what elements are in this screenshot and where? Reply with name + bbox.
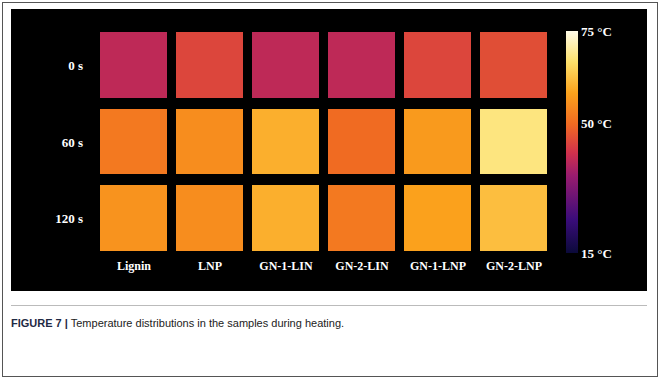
svg-text:120 s: 120 s [55,211,83,226]
svg-text:15 °C: 15 °C [581,246,612,261]
svg-text:Lignin: Lignin [117,259,151,273]
svg-text:60 s: 60 s [62,135,83,150]
svg-text:0 s: 0 s [68,58,83,73]
svg-text:GN-2-LNP: GN-2-LNP [486,259,542,273]
svg-text:GN-1-LNP: GN-1-LNP [410,259,466,273]
svg-text:LNP: LNP [198,259,222,273]
svg-text:75 °C: 75 °C [581,24,612,39]
html-text:FIGURE 7 | Temperature distrib: FIGURE 7 | Temperature distributions in … [11,317,345,329]
svg-text:50 °C: 50 °C [581,116,612,131]
svg-text:GN-2-LIN: GN-2-LIN [335,259,389,273]
svg-text:GN-1-LIN: GN-1-LIN [259,259,313,273]
